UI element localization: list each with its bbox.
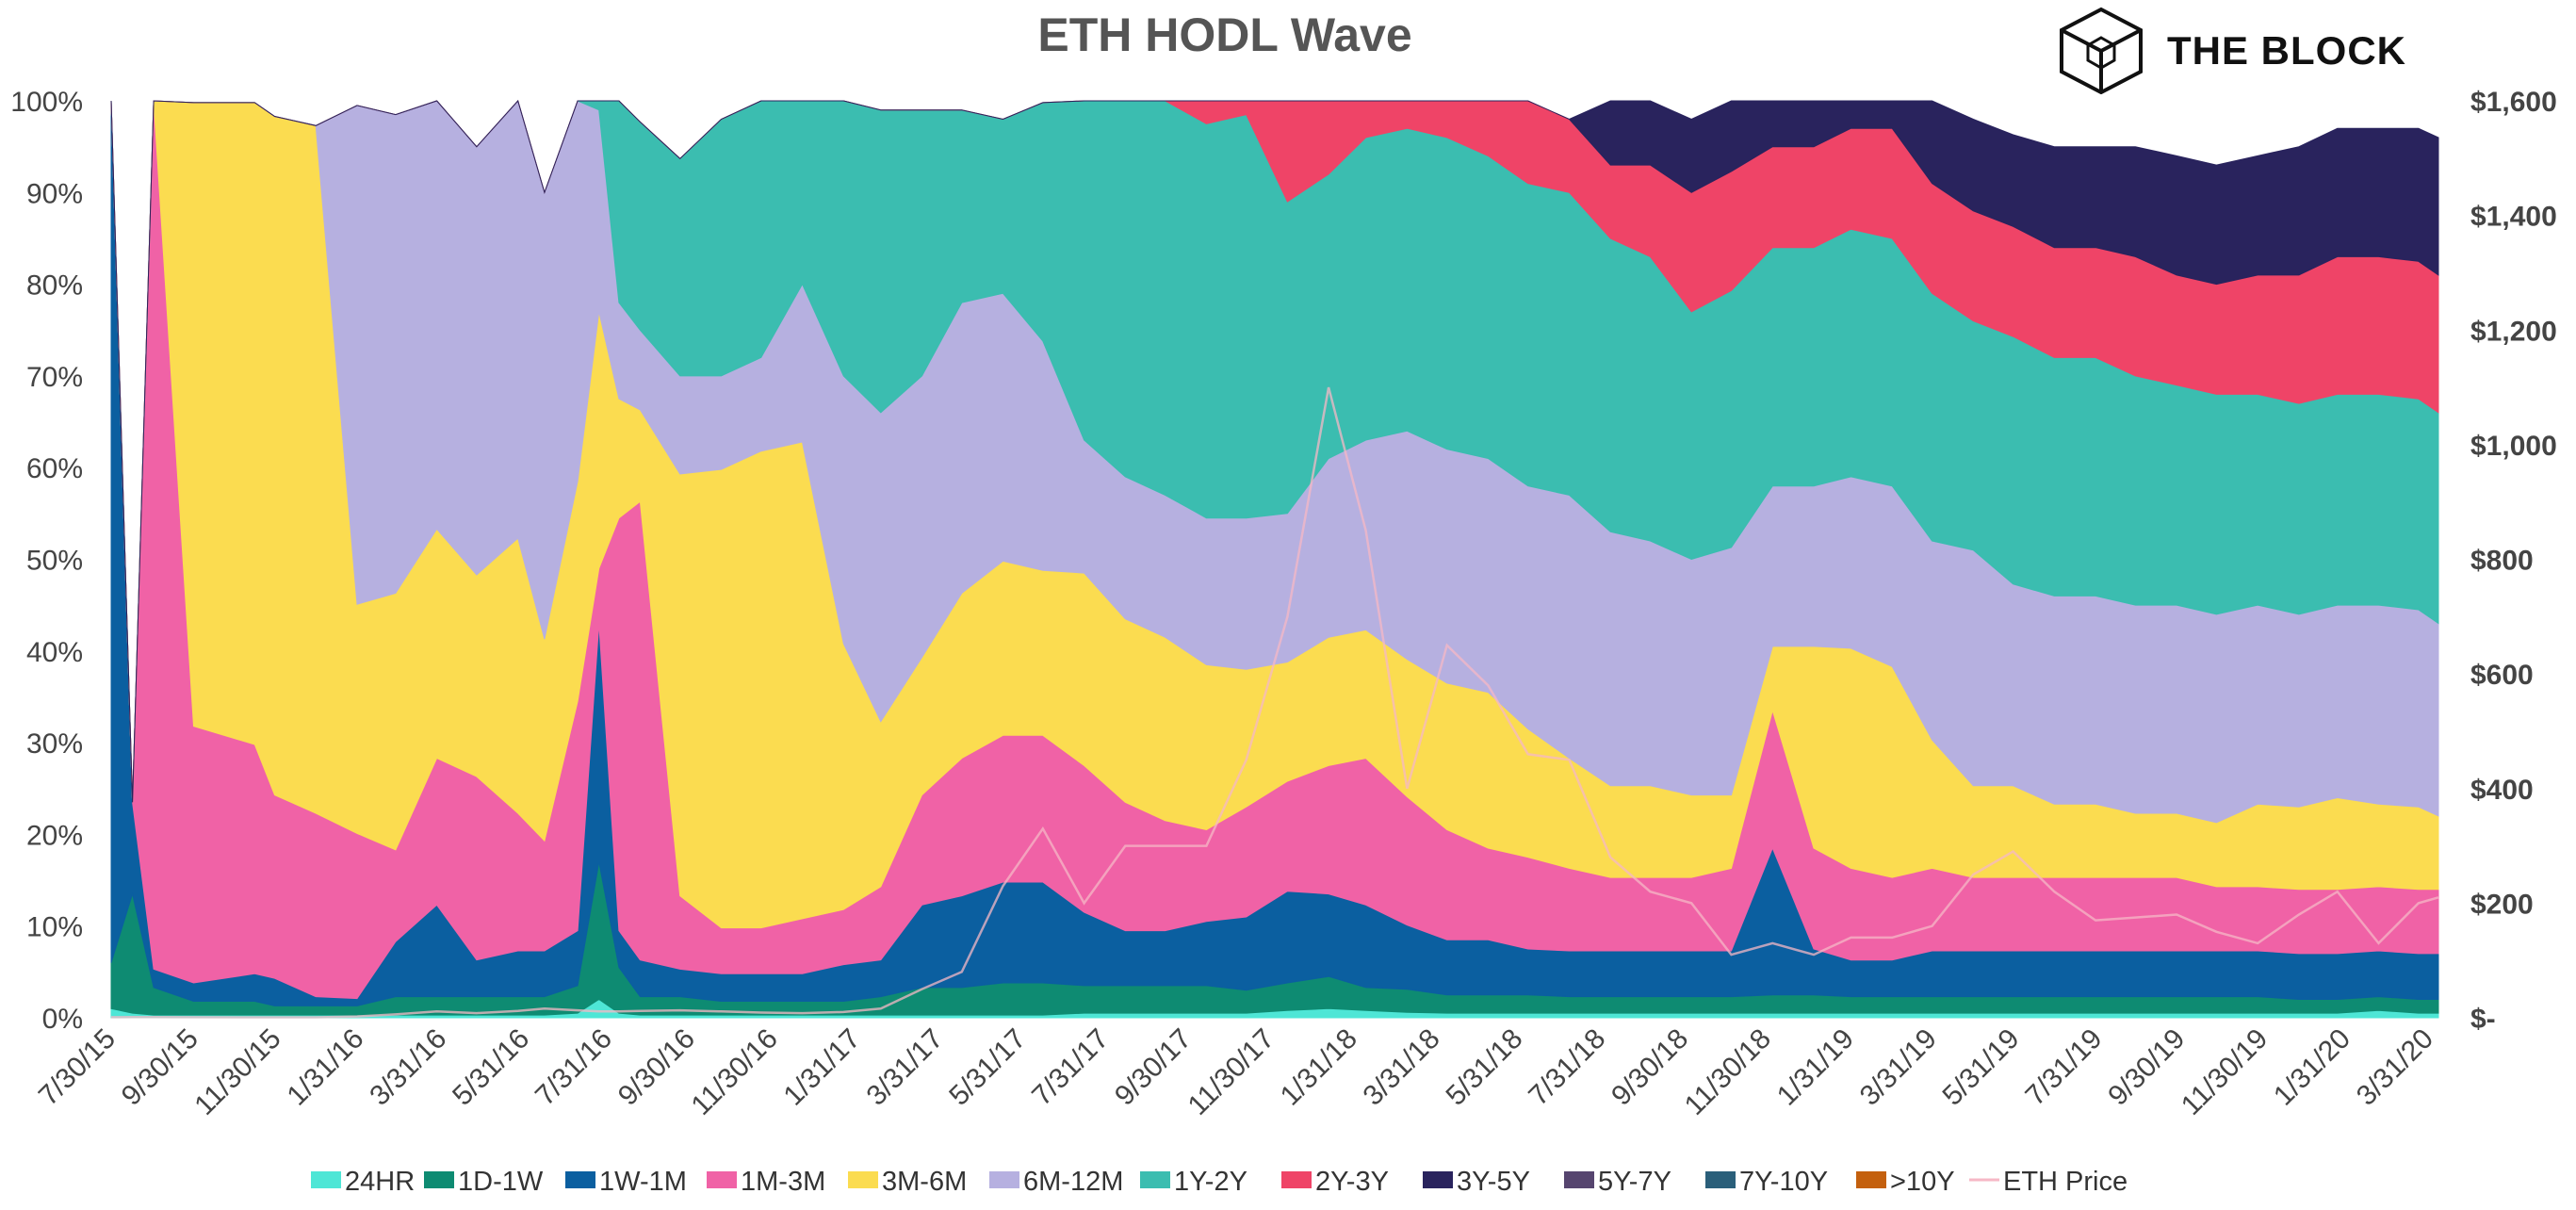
legend-label: 1W-1M [599,1167,687,1197]
legend-swatch [424,1171,454,1188]
y-right-tick-label: $1,600 [2470,87,2557,118]
x-tick-label: 3/31/18 [1358,1023,1446,1112]
x-tick-label: 1/31/16 [281,1023,369,1112]
x-tick-label: 11/30/18 [1679,1023,1777,1121]
y-left-tick-label: 90% [26,178,83,209]
legend-label: 5Y-7Y [1598,1167,1671,1197]
y-left-tick-label: 0% [42,1004,83,1035]
legend-label: 3M-6M [882,1167,967,1197]
x-tick-label: 7/31/17 [1026,1023,1115,1112]
legend-swatch [707,1171,737,1188]
x-tick-label: 7/31/16 [530,1023,618,1112]
x-tick-label: 7/30/15 [33,1023,122,1112]
legend-label: 1M-3M [741,1167,825,1197]
price-line-layer [110,386,2439,1019]
y-right-tick-label: $1,200 [2470,316,2557,347]
y-right-tick-label: $200 [2470,889,2534,920]
y-right-tick-label: $400 [2470,775,2534,806]
y-left-tick-label: 10% [26,912,83,943]
legend-swatch [1705,1171,1736,1188]
x-tick-label: 5/31/17 [943,1023,1032,1112]
y-right-tick-label: $800 [2470,546,2534,577]
area-layers [110,99,2439,1019]
x-tick-label: 11/30/15 [188,1023,286,1121]
legend-label: >10Y [1890,1167,1955,1197]
y-left-tick-label: 30% [26,728,83,760]
x-tick-label: 3/31/16 [364,1023,452,1112]
x-tick-label: 5/31/18 [1440,1023,1528,1112]
legend-swatch [565,1171,595,1188]
legend-label: 2Y-3Y [1315,1167,1389,1197]
legend-swatch [1140,1171,1170,1188]
y-right-tick-label: $- [2470,1004,2496,1035]
x-tick-label: 5/31/16 [447,1023,535,1112]
x-tick-label: 1/31/18 [1275,1023,1363,1112]
y-left-tick-label: 80% [26,270,83,302]
legend-swatch [311,1171,341,1188]
x-tick-label: 3/31/19 [1854,1023,1943,1112]
legend-swatch [1281,1171,1312,1188]
legend-swatch [848,1171,878,1188]
area-3y-5y [110,99,2439,803]
legend-swatch [1564,1171,1594,1188]
x-tick-label: 1/31/20 [2268,1023,2356,1112]
chart-title: ETH HODL Wave [1037,8,1412,61]
legend-label: 24HR [345,1167,415,1197]
y-left-tick-label: 50% [26,546,83,577]
y-left-tick-label: 20% [26,820,83,851]
x-tick-label: 11/30/17 [1182,1023,1280,1121]
eth-price-line [110,386,2439,1019]
x-tick-label: 3/31/20 [2351,1023,2439,1112]
legend-label: 1D-1W [458,1167,544,1197]
legend-label: 1Y-2Y [1174,1167,1247,1197]
legend-swatch [989,1171,1019,1188]
y-right-tick-label: $1,000 [2470,431,2557,462]
x-tick-label: 7/31/19 [2019,1023,2108,1112]
cube-logo-icon [2060,7,2143,95]
x-tick-label: 1/31/19 [1771,1023,1860,1112]
legend-label: 3Y-5Y [1457,1167,1530,1197]
legend-swatch [1423,1171,1453,1188]
legend: 24HR 1D-1W 1W-1M 1M-3M 3M-6M 6M-12M 1Y-2Y 2Y-3Y… [311,1167,2128,1197]
y-right-tick-label: $1,400 [2470,202,2557,233]
y-left-tick-label: 100% [10,87,83,118]
x-tick-label: 5/31/19 [1937,1023,2026,1112]
x-tick-label: 11/30/16 [686,1023,784,1121]
y-left-tick-label: 70% [26,362,83,393]
x-tick-label: 3/31/17 [860,1023,949,1112]
x-tick-label: 7/31/18 [1523,1023,1611,1112]
legend-label: ETH Price [2003,1167,2128,1197]
x-tick-label: 11/30/19 [2176,1023,2274,1121]
the-block-logo[interactable]: THE BLOCK [2054,4,2405,95]
legend-swatch [1856,1171,1886,1188]
y-left-tick-label: 40% [26,637,83,668]
legend-label: 6M-12M [1023,1167,1123,1197]
x-tick-label: 1/31/17 [778,1023,867,1112]
legend-label: 7Y-10Y [1739,1167,1828,1197]
y-left-tick-label: 60% [26,453,83,484]
logo-text: THE BLOCK [2167,28,2406,73]
y-right-tick-label: $600 [2470,660,2534,691]
